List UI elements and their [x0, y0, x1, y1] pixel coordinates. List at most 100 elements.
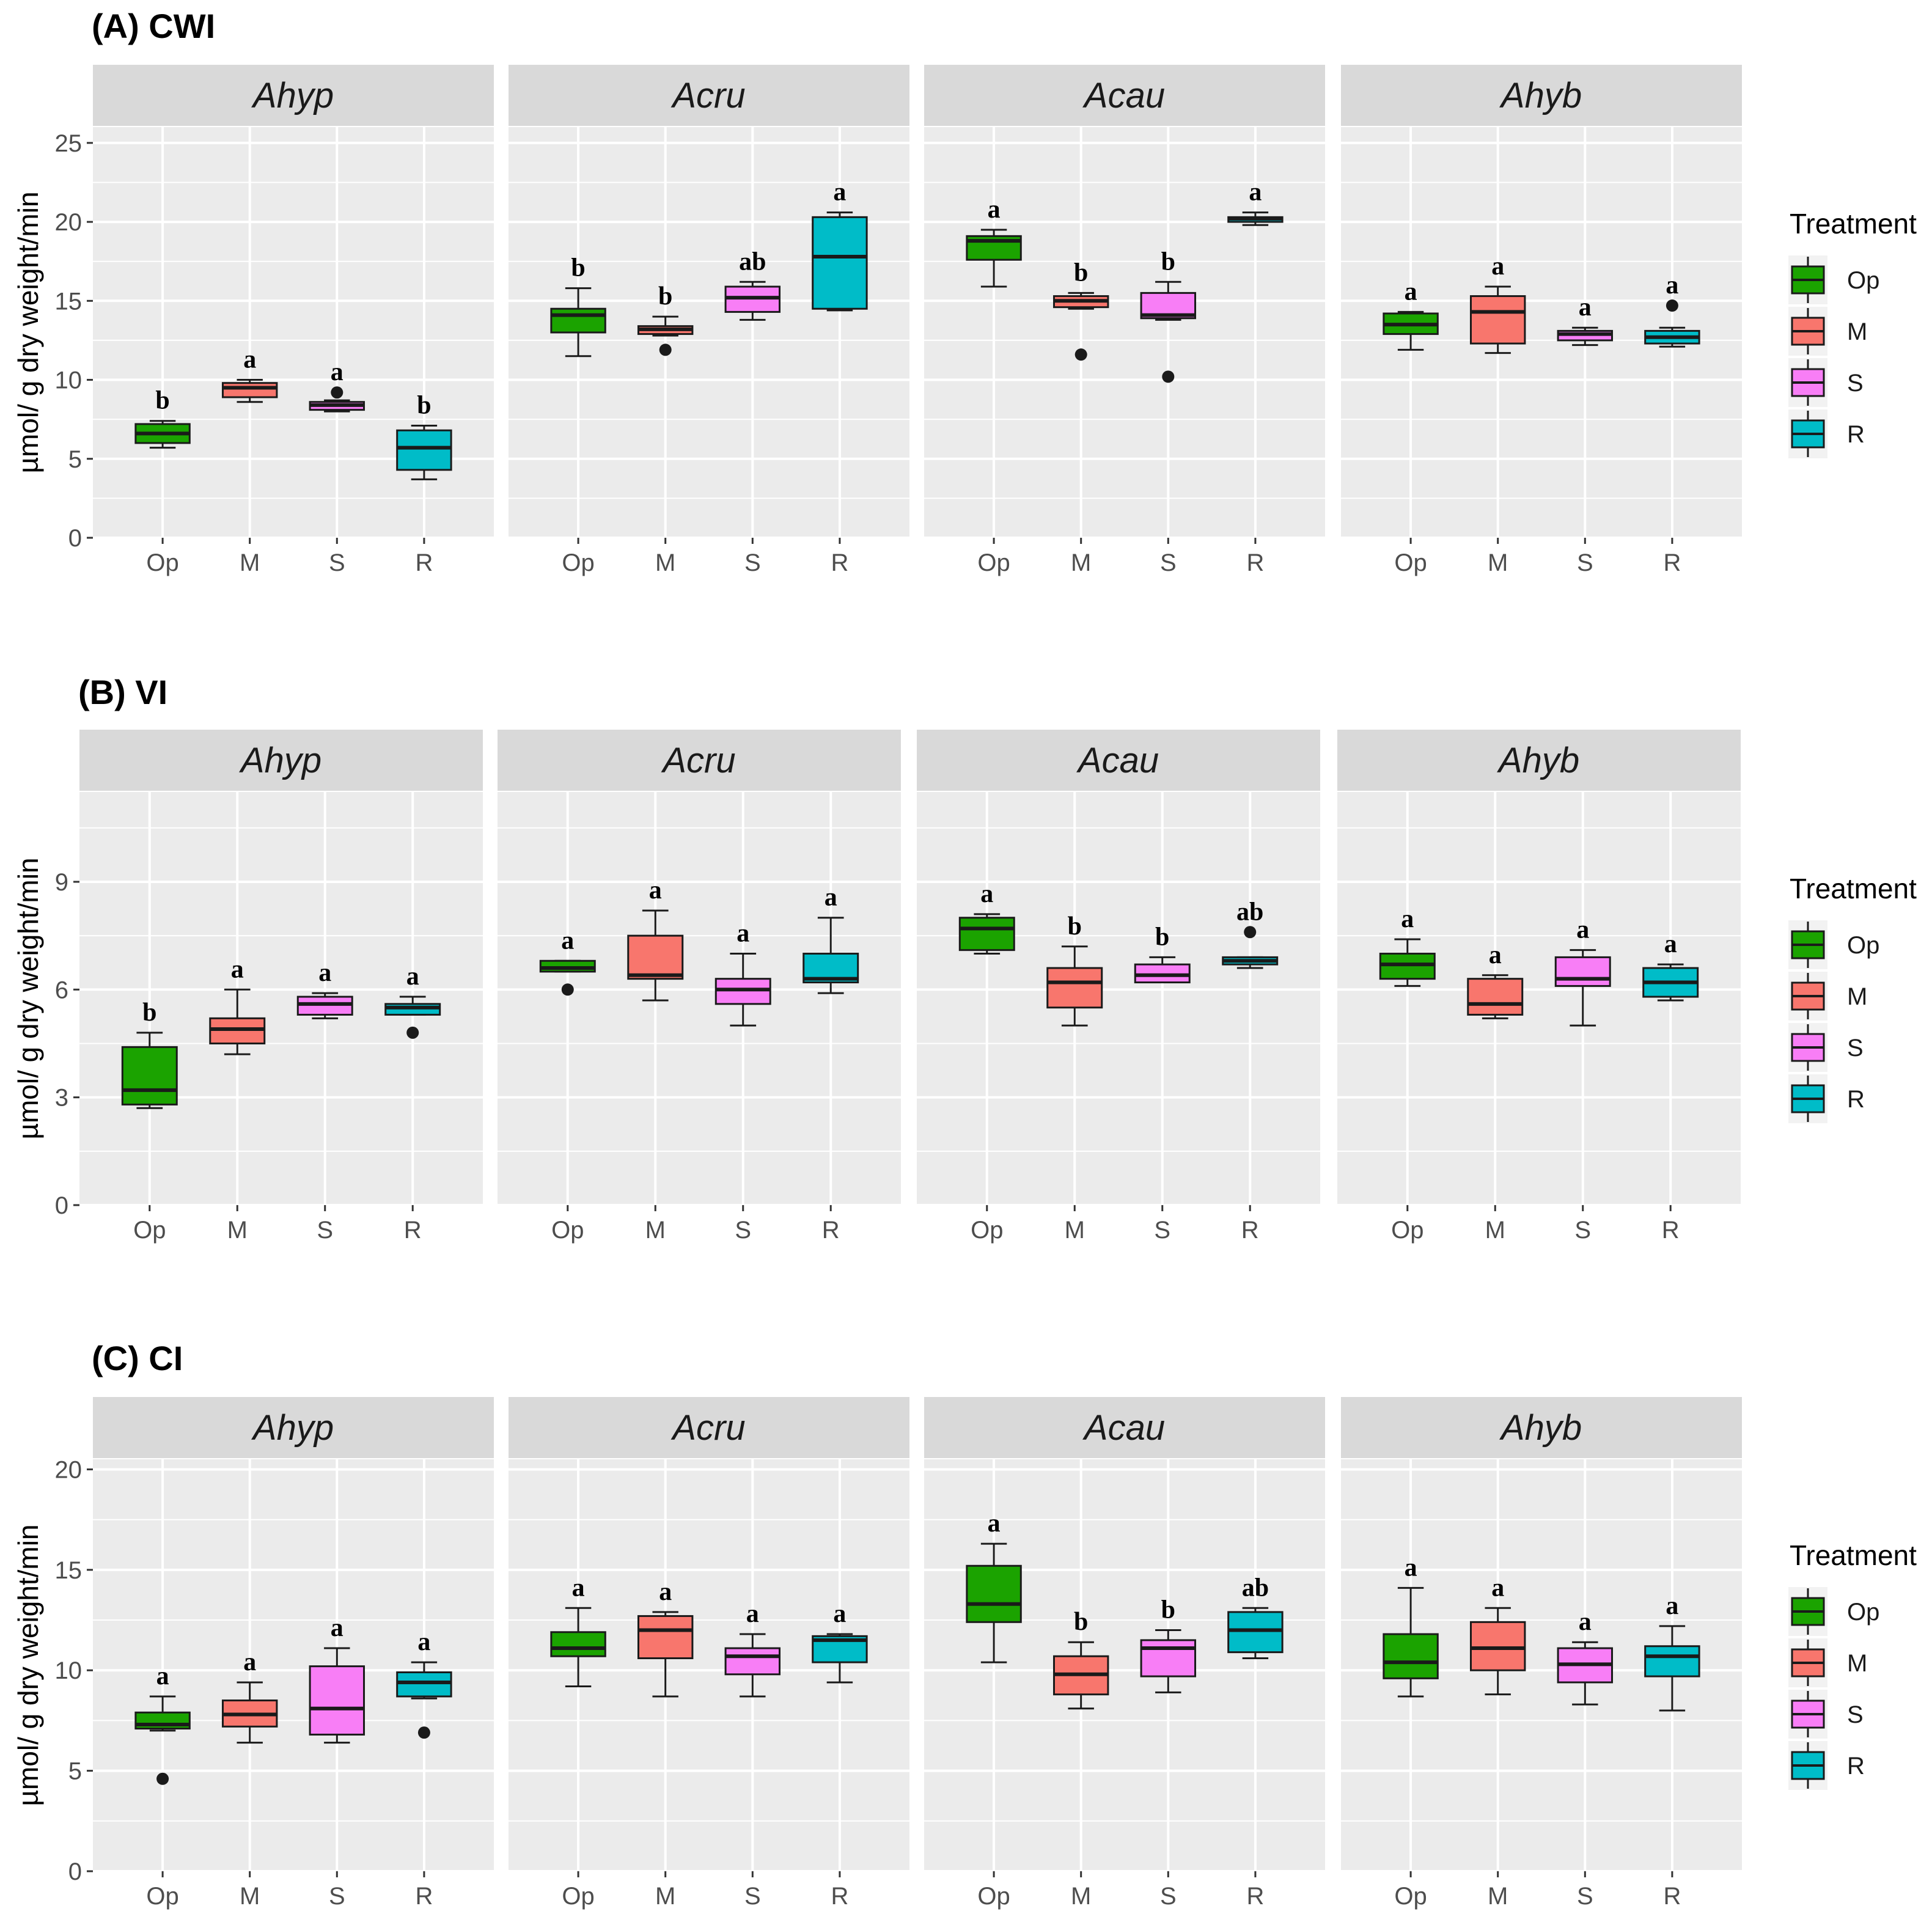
significance-letter: a [1489, 941, 1502, 969]
box-iqr [1227, 1611, 1284, 1654]
significance-letter: a [243, 1648, 256, 1676]
significance-letter: a [331, 358, 343, 386]
x-tick-label: Op [562, 1883, 594, 1910]
facet-ahyp: Ahyp Op M S Rb a a b [93, 65, 494, 576]
box-m: a [1467, 941, 1524, 1019]
box-iqr [724, 1647, 781, 1676]
legend-item-r: R [1788, 1741, 1865, 1790]
box-iqr [550, 1631, 606, 1657]
facet-strip [93, 65, 494, 126]
x-tick-label: M [1071, 549, 1091, 576]
facet-label: Ahyb [1499, 76, 1582, 116]
box-iqr [1467, 978, 1524, 1016]
legend-label: R [1847, 1086, 1865, 1113]
significance-letter: a [243, 346, 256, 374]
x-tick-label: Op [971, 1217, 1003, 1244]
x-tick-label: S [1577, 1883, 1593, 1910]
significance-letter: b [417, 391, 431, 419]
box-op: a [1379, 905, 1436, 987]
x-tick-label: Op [146, 1883, 178, 1910]
x-tick-label: S [317, 1217, 333, 1244]
facet-acau: Acau Op M S Ra b b a [924, 65, 1325, 576]
legend-label: Op [1847, 932, 1879, 959]
y-tick-label: 9 [55, 869, 68, 896]
outlier-point [659, 343, 672, 356]
significance-letter: b [1161, 248, 1175, 276]
box-iqr [396, 1671, 452, 1698]
facet-panel-background [924, 1459, 1325, 1871]
box-iqr [221, 382, 278, 398]
box-s: a [714, 920, 771, 1027]
y-tick-label: 0 [68, 1858, 82, 1885]
facet-strip [93, 1397, 494, 1458]
x-tick-label: S [735, 1217, 751, 1244]
box-op: b [134, 387, 191, 449]
box-iqr [966, 1564, 1022, 1623]
box-iqr [1469, 295, 1526, 345]
outlier-point [156, 1772, 169, 1785]
facet-ahyb: Ahyb Op M S Ra a a a [1341, 65, 1742, 576]
box-r: a [396, 1628, 452, 1739]
box-s: a [1557, 1608, 1614, 1706]
legend-label: M [1847, 1650, 1867, 1677]
legend: Treatment Op MSR [1788, 208, 1917, 458]
x-tick-label: R [415, 1883, 433, 1910]
x-tick-label: M [240, 549, 260, 576]
box-r: a [812, 1600, 868, 1684]
legend-title: Treatment [1790, 873, 1917, 904]
x-tick-label: R [404, 1217, 422, 1244]
significance-letter: a [649, 876, 662, 904]
x-tick-label: M [227, 1217, 248, 1244]
x-tick-label: Op [977, 549, 1010, 576]
box-iqr [1644, 1645, 1700, 1678]
significance-letter: a [833, 178, 846, 207]
x-tick-label: R [1246, 1883, 1264, 1910]
significance-letter: a [988, 196, 1001, 224]
x-tick-label: M [240, 1883, 260, 1910]
significance-letter: a [156, 1662, 169, 1690]
box-s: ab [724, 248, 781, 321]
facet-panel-background [498, 792, 901, 1205]
significance-letter: a [980, 880, 993, 908]
facet-ahyp: Ahyp Op M S Rb a a a [79, 730, 483, 1244]
y-tick-label: 5 [68, 446, 82, 473]
y-tick-label: 15 [55, 288, 83, 315]
box-m: b [1046, 912, 1103, 1027]
legend-item-m: M [1788, 972, 1867, 1021]
box-s: a [1554, 916, 1611, 1027]
x-tick-label: M [1065, 1217, 1085, 1244]
outlier-point [406, 1026, 419, 1039]
facet-label: Acau [1082, 76, 1165, 116]
box-m: a [627, 876, 684, 1002]
y-tick-label: 25 [55, 130, 83, 157]
significance-letter: b [1068, 912, 1082, 941]
x-tick-label: M [1071, 1883, 1091, 1910]
box-iqr [396, 429, 452, 471]
box-r: a [384, 963, 441, 1039]
facet-strip [1341, 65, 1742, 126]
facet-ahyp: Ahyp Op M S Ra a a a [93, 1397, 494, 1910]
facet-panel-background [924, 127, 1325, 538]
facet-label: Ahyp [251, 1408, 334, 1448]
box-op: b [121, 999, 178, 1109]
y-tick-label: 10 [55, 1657, 83, 1684]
legend-title: Treatment [1790, 1539, 1917, 1571]
outlier-point [417, 1726, 430, 1739]
legend-item-s: S [1788, 1023, 1864, 1072]
significance-letter: a [417, 1628, 430, 1656]
significance-letter: a [825, 884, 837, 912]
facet-label: Acru [670, 76, 745, 116]
significance-letter: a [1491, 1574, 1504, 1602]
x-tick-label: M [1488, 549, 1508, 576]
box-s: a [724, 1600, 781, 1698]
facet-label: Ahyp [239, 741, 321, 780]
significance-letter: a [1405, 277, 1417, 306]
box-m: a [221, 346, 278, 403]
box-r: a [1644, 1592, 1700, 1712]
legend-label: M [1847, 318, 1867, 345]
significance-letter: a [406, 963, 419, 991]
outlier-point [331, 386, 343, 399]
box-iqr [309, 1665, 365, 1736]
significance-letter: a [1491, 252, 1504, 280]
